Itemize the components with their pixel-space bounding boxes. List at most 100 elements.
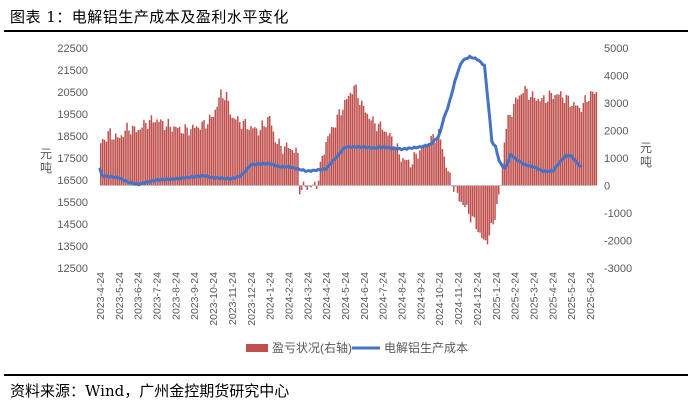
profit-bar xyxy=(422,146,425,186)
profit-bar xyxy=(366,113,369,186)
left-tick-label: 13500 xyxy=(57,241,88,253)
profit-bar xyxy=(514,97,517,186)
profit-bar xyxy=(124,130,126,186)
profit-bar xyxy=(417,158,419,186)
profit-bar xyxy=(190,129,192,186)
profit-bar xyxy=(460,185,462,202)
profit-bar xyxy=(533,97,536,186)
profit-bar xyxy=(554,95,556,186)
right-tick-label: 2000 xyxy=(604,126,628,138)
profit-bar xyxy=(220,89,222,186)
x-tick-label: 2025-5-24 xyxy=(566,272,578,320)
profit-bar xyxy=(282,153,284,186)
profit-bar xyxy=(541,98,543,186)
profit-bar xyxy=(383,131,385,186)
profit-bar xyxy=(105,141,108,186)
profit-bar xyxy=(161,121,164,186)
profit-bar xyxy=(404,159,406,186)
profit-bar xyxy=(120,135,123,186)
profit-bar xyxy=(584,95,586,186)
figure-source: 资料来源：Wind，广州金控期货研究中心 xyxy=(10,382,290,400)
profit-bar xyxy=(163,130,166,186)
profit-bar xyxy=(201,121,203,186)
profit-bar xyxy=(173,126,175,186)
profit-bar xyxy=(222,98,224,186)
x-tick-label: 2024-5-24 xyxy=(340,272,352,320)
profit-bar xyxy=(507,114,509,186)
profit-bar xyxy=(227,100,230,186)
profit-bar xyxy=(137,130,140,186)
profit-bar xyxy=(588,101,590,186)
profit-bar xyxy=(180,133,183,186)
profit-bar xyxy=(513,104,515,186)
profit-bar xyxy=(184,124,186,186)
profit-bar xyxy=(111,139,113,186)
profit-bar xyxy=(494,185,496,220)
x-tick-label: 2023-12-24 xyxy=(246,272,258,326)
profit-bar xyxy=(246,129,248,186)
profit-bar xyxy=(372,116,374,186)
profit-bar xyxy=(101,138,104,186)
profit-bar xyxy=(565,94,568,186)
x-tick-label: 2023-11-24 xyxy=(227,272,239,325)
left-tick-label: 22500 xyxy=(57,43,88,55)
profit-bar xyxy=(385,131,387,186)
profit-bar xyxy=(569,106,571,186)
profit-bar xyxy=(327,136,329,186)
profit-bar xyxy=(146,128,149,186)
profit-bar xyxy=(531,91,534,186)
x-tick-label: 2024-10-24 xyxy=(434,272,446,326)
legend-bar-swatch xyxy=(246,344,268,352)
figure-title: 图表 1：电解铝生产成本及盈利水平变化 xyxy=(10,8,289,26)
profit-bar xyxy=(586,101,588,186)
profit-bar xyxy=(498,185,500,195)
profit-bar xyxy=(252,128,254,186)
profit-bar xyxy=(548,90,551,186)
profit-bar xyxy=(150,115,153,186)
profit-bar xyxy=(344,99,346,186)
x-tick-label: 2023-7-24 xyxy=(152,272,164,320)
x-tick-label: 2024-6-24 xyxy=(359,272,371,320)
profit-bar xyxy=(516,99,519,186)
profit-bar xyxy=(492,185,494,225)
left-tick-label: 12500 xyxy=(57,263,88,275)
profit-bar xyxy=(130,134,132,186)
profit-bar xyxy=(351,94,354,186)
profit-bar xyxy=(475,185,477,230)
x-axis-ticks: 2023-4-24 2023-5-24 2023-6-24 2023-7-24 2023… xyxy=(95,272,597,326)
profit-bar xyxy=(248,129,250,186)
profit-bar xyxy=(398,154,401,186)
profit-bar xyxy=(571,106,573,186)
x-tick-label: 2024-2-24 xyxy=(284,272,296,320)
profit-bar xyxy=(304,185,307,187)
profit-bar xyxy=(175,126,177,186)
profit-bar xyxy=(484,185,487,241)
profit-bar xyxy=(199,129,202,186)
profit-bar xyxy=(374,123,376,186)
left-tick-label: 18500 xyxy=(57,131,88,143)
profit-bar xyxy=(212,116,215,186)
profit-bar xyxy=(400,161,402,186)
profit-bar xyxy=(526,88,528,186)
profit-bar xyxy=(131,125,134,186)
profit-bar xyxy=(402,158,404,186)
profit-bar xyxy=(237,116,239,186)
profit-bar xyxy=(300,185,303,190)
profit-bar xyxy=(285,142,288,186)
profit-bar xyxy=(270,125,273,186)
profit-bar xyxy=(552,98,554,186)
profit-bar xyxy=(473,185,476,218)
profit-bar xyxy=(582,102,585,186)
profit-bar xyxy=(490,185,493,224)
profit-bar xyxy=(452,185,455,192)
x-tick-label: 2025-6-24 xyxy=(585,272,597,320)
profit-bar xyxy=(505,128,508,186)
left-tick-label: 21500 xyxy=(57,65,88,77)
x-tick-label: 2023-10-24 xyxy=(208,272,220,326)
right-axis-label: 元吨 xyxy=(640,141,652,169)
x-tick-label: 2025-3-24 xyxy=(529,272,541,320)
profit-bar xyxy=(332,127,335,186)
x-tick-label: 2024-1-24 xyxy=(265,272,277,320)
profit-bar xyxy=(250,126,252,186)
profit-bar xyxy=(360,100,363,186)
